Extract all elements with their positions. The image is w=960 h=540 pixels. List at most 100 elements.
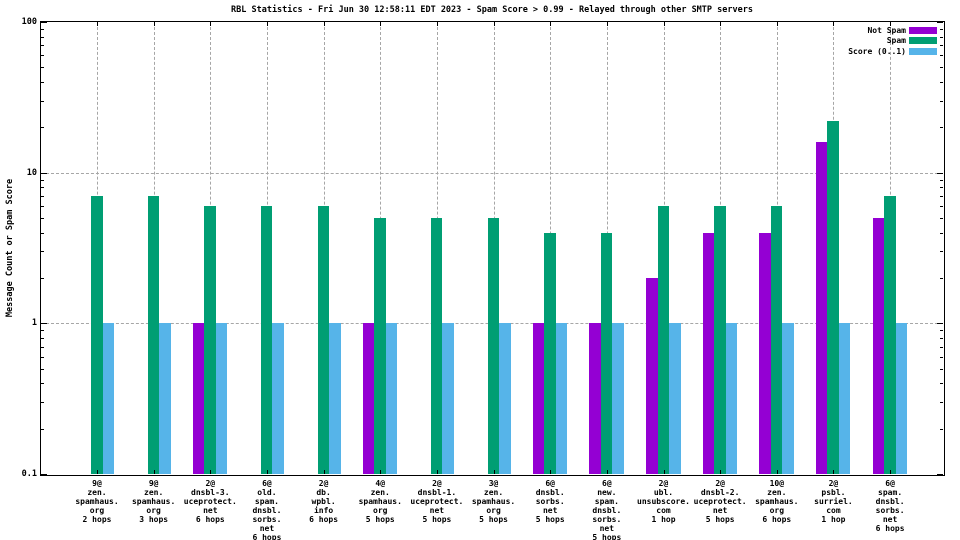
x-tick-mark xyxy=(890,470,892,474)
x-tick-mark xyxy=(720,470,722,474)
y-tick-mark xyxy=(940,277,943,279)
bar-score-0-1 xyxy=(838,323,851,474)
bar-not-spam xyxy=(532,323,545,474)
y-tick-mark xyxy=(937,22,943,23)
x-tick-mark xyxy=(776,470,778,474)
x-tick-mark xyxy=(436,22,438,26)
y-tick-mark xyxy=(41,100,44,102)
bar-not-spam xyxy=(646,277,658,474)
x-tick-mark xyxy=(493,470,495,474)
bar-spam xyxy=(600,232,613,474)
x-tick-label: 6@ new. spam. dnsbl. sorbs. net 5 hops xyxy=(592,479,622,540)
bar-spam xyxy=(884,196,896,474)
bar-spam xyxy=(827,121,839,474)
x-tick-mark xyxy=(890,22,892,26)
y-tick-mark xyxy=(940,100,943,102)
y-tick-mark xyxy=(41,187,44,189)
bar-score-0-1 xyxy=(442,323,454,474)
y-tick-mark xyxy=(41,206,44,208)
x-tick-mark xyxy=(663,22,665,26)
y-tick-mark xyxy=(41,127,44,129)
bar-score-0-1 xyxy=(385,323,398,474)
bar-score-0-1 xyxy=(499,323,511,474)
x-tick-label: 2@ dnsbl-1. uceprotect. net 5 hops xyxy=(410,479,464,524)
bar-score-0-1 xyxy=(329,323,341,474)
y-tick-mark xyxy=(41,218,44,220)
y-tick-mark xyxy=(940,251,943,253)
y-tick-mark xyxy=(41,474,47,475)
bar-spam xyxy=(260,206,273,474)
y-tick-mark xyxy=(41,55,44,57)
x-tick-label: 2@ ubl. unsubscore. com 1 hop xyxy=(637,479,690,524)
x-tick-label: 9@ zen. spamhaus. org 3 hops xyxy=(131,479,176,524)
x-tick-mark xyxy=(776,22,778,26)
y-tick-mark xyxy=(940,428,943,430)
x-tick-mark xyxy=(606,470,608,474)
y-tick-mark xyxy=(940,179,943,181)
y-tick-mark xyxy=(41,232,44,234)
legend-label-not-spam: Not Spam xyxy=(867,25,906,35)
y-tick-mark xyxy=(940,28,943,30)
x-tick-label: 10@ zen. spamhaus. org 6 hops xyxy=(755,479,799,524)
y-tick-mark xyxy=(940,67,943,69)
y-tick-mark xyxy=(41,368,44,370)
y-tick-mark xyxy=(940,402,943,404)
y-tick-mark xyxy=(41,356,44,358)
horizontal-gridline xyxy=(41,172,943,174)
x-tick-mark xyxy=(97,22,98,26)
bar-not-spam xyxy=(815,141,828,474)
x-tick-mark xyxy=(153,22,155,26)
bar-spam xyxy=(204,206,216,474)
x-tick-mark xyxy=(266,22,268,26)
x-tick-label: 2@ dnsbl-3. uceprotect. net 6 hops xyxy=(183,479,237,524)
bar-spam xyxy=(317,206,330,474)
bar-spam xyxy=(714,206,726,474)
bar-score-0-1 xyxy=(102,323,114,474)
y-tick-mark xyxy=(41,330,44,332)
y-tick-mark xyxy=(940,346,943,348)
x-tick-mark xyxy=(210,22,212,26)
bar-spam xyxy=(770,206,783,474)
y-tick-mark xyxy=(41,337,44,339)
y-tick-label: 0.1 xyxy=(21,469,37,479)
x-tick-mark xyxy=(97,470,98,474)
y-tick-mark xyxy=(940,383,943,385)
y-tick-mark xyxy=(940,330,943,332)
bar-not-spam xyxy=(702,232,715,474)
y-tick-mark xyxy=(41,346,44,348)
bar-not-spam xyxy=(759,232,771,474)
x-tick-label: 6@ dnsbl. sorbs. net 5 hops xyxy=(535,479,565,524)
y-tick-mark xyxy=(41,45,44,47)
y-tick-mark xyxy=(940,196,943,197)
y-tick-mark xyxy=(940,187,943,189)
y-tick-mark xyxy=(940,368,943,370)
bar-score-0-1 xyxy=(612,323,624,474)
bar-spam xyxy=(91,196,103,474)
x-tick-mark xyxy=(833,22,835,26)
x-tick-mark xyxy=(436,470,438,474)
y-tick-mark xyxy=(940,218,943,220)
x-tick-mark xyxy=(493,22,495,26)
x-tick-label: 4@ zen. spamhaus. org 5 hops xyxy=(358,479,402,524)
bar-spam xyxy=(147,196,160,474)
y-tick-mark xyxy=(937,474,943,475)
y-tick-mark xyxy=(41,81,44,83)
y-tick-mark xyxy=(940,356,943,358)
y-tick-mark xyxy=(940,232,943,234)
y-tick-mark xyxy=(41,383,44,385)
y-tick-mark xyxy=(940,127,943,129)
bar-not-spam xyxy=(192,323,205,474)
x-tick-mark xyxy=(380,470,382,474)
y-tick-mark xyxy=(41,402,44,404)
x-tick-label: 2@ dnsbl-2. uceprotect. net 5 hops xyxy=(693,479,747,524)
x-tick-mark xyxy=(550,22,552,26)
x-tick-mark xyxy=(210,470,212,474)
x-tick-mark xyxy=(153,470,155,474)
y-tick-mark xyxy=(41,251,44,253)
x-tick-label: 6@ old. spam. dnsbl. sorbs. net 6 hops xyxy=(252,479,282,540)
y-tick-mark xyxy=(940,206,943,208)
bar-not-spam xyxy=(589,323,601,474)
bar-spam xyxy=(430,218,443,474)
